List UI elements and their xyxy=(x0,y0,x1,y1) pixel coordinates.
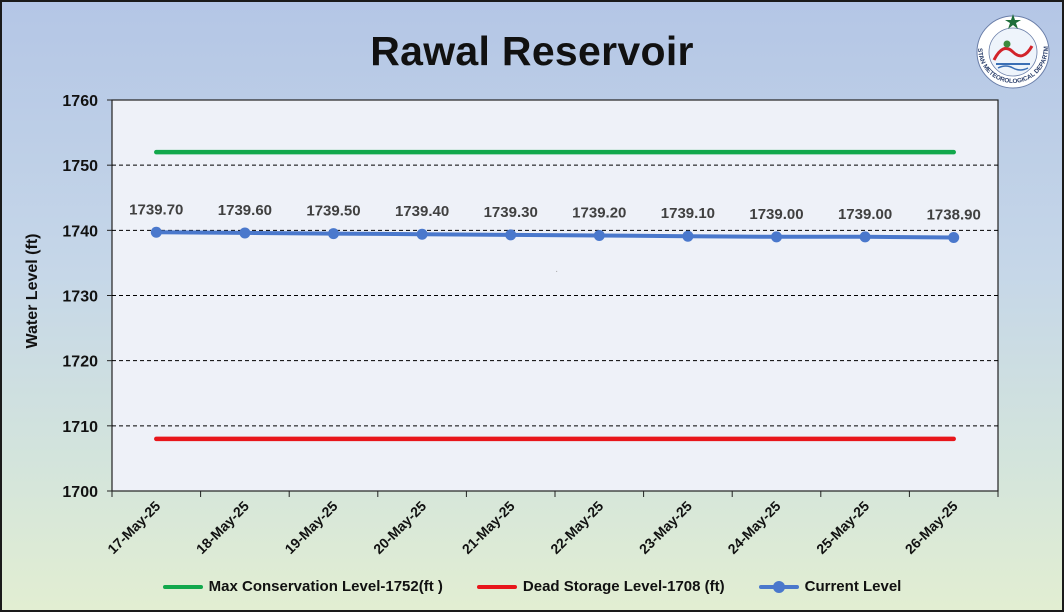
data-label: 1739.70 xyxy=(129,201,183,218)
legend-marker xyxy=(772,580,785,593)
legend-label: Current Level xyxy=(804,578,902,595)
data-point xyxy=(505,229,517,241)
data-point xyxy=(682,230,694,242)
y-tick-label: 1750 xyxy=(62,158,98,175)
data-label: 1738.90 xyxy=(927,207,981,224)
pmd-emblem-icon: PAKISTAN METEOROLOGICAL DEPARTMENT xyxy=(964,3,1060,96)
data-labels: 1739.70 1739.60 1739.50 1739.40 1739.30 1739.… xyxy=(129,201,981,223)
y-tick-label: 1710 xyxy=(62,419,98,436)
stray-mark: · xyxy=(555,266,558,277)
x-tick-label: 26-May-25 xyxy=(902,498,961,557)
series-line-2 xyxy=(154,230,956,240)
data-point xyxy=(239,227,251,239)
data-point xyxy=(593,230,605,242)
data-point xyxy=(771,231,782,243)
data-label: 1739.40 xyxy=(395,203,449,220)
data-point xyxy=(328,228,339,240)
legend-item: Dead Storage Level-1708 (ft) xyxy=(476,578,725,595)
legend-swatch xyxy=(758,580,799,593)
legend-item: Current Level xyxy=(758,578,902,595)
x-tick-label: 17-May-25 xyxy=(104,498,163,557)
x-tick-label: 25-May-25 xyxy=(813,498,872,557)
y-tick-label: 1720 xyxy=(62,354,98,371)
x-tick-label: 19-May-25 xyxy=(281,498,340,557)
data-label: 1739.00 xyxy=(838,206,892,223)
gridlines xyxy=(112,164,998,427)
x-tick-label: 23-May-25 xyxy=(636,498,695,557)
legend: Max Conservation Level-1752(ft ) Dead Sto… xyxy=(2,578,1062,595)
y-axis-label: Water Level (ft) xyxy=(24,233,41,349)
data-label: 1739.30 xyxy=(484,204,538,221)
data-point xyxy=(416,228,428,240)
legend-swatch xyxy=(476,584,517,589)
series-layer xyxy=(150,149,960,442)
data-label: 1739.00 xyxy=(749,206,803,223)
data-label: 1739.10 xyxy=(661,205,715,222)
legend-swatch xyxy=(162,584,203,589)
data-point xyxy=(948,232,960,244)
y-tick-label: 1740 xyxy=(62,223,98,240)
x-tick-label: 22-May-25 xyxy=(547,498,606,557)
data-point xyxy=(859,231,871,243)
x-tick-label: 20-May-25 xyxy=(370,498,429,557)
y-tick-label: 1730 xyxy=(62,289,98,306)
legend-label: Dead Storage Level-1708 (ft) xyxy=(522,578,725,595)
data-label: 1739.20 xyxy=(572,205,626,222)
x-tick-label: 18-May-25 xyxy=(193,498,252,557)
x-tick-label: 21-May-25 xyxy=(459,498,518,557)
legend-item: Max Conservation Level-1752(ft ) xyxy=(162,578,443,595)
legend-label: Max Conservation Level-1752(ft ) xyxy=(208,578,443,595)
data-point xyxy=(150,226,162,238)
y-tick-label: 1760 xyxy=(62,93,98,110)
data-label: 1739.60 xyxy=(218,202,272,219)
x-tick-label: 24-May-25 xyxy=(724,498,783,557)
data-label: 1739.50 xyxy=(306,203,360,220)
chart-title: Rawal Reservoir xyxy=(370,28,694,74)
y-tick-label: 1700 xyxy=(62,484,98,501)
